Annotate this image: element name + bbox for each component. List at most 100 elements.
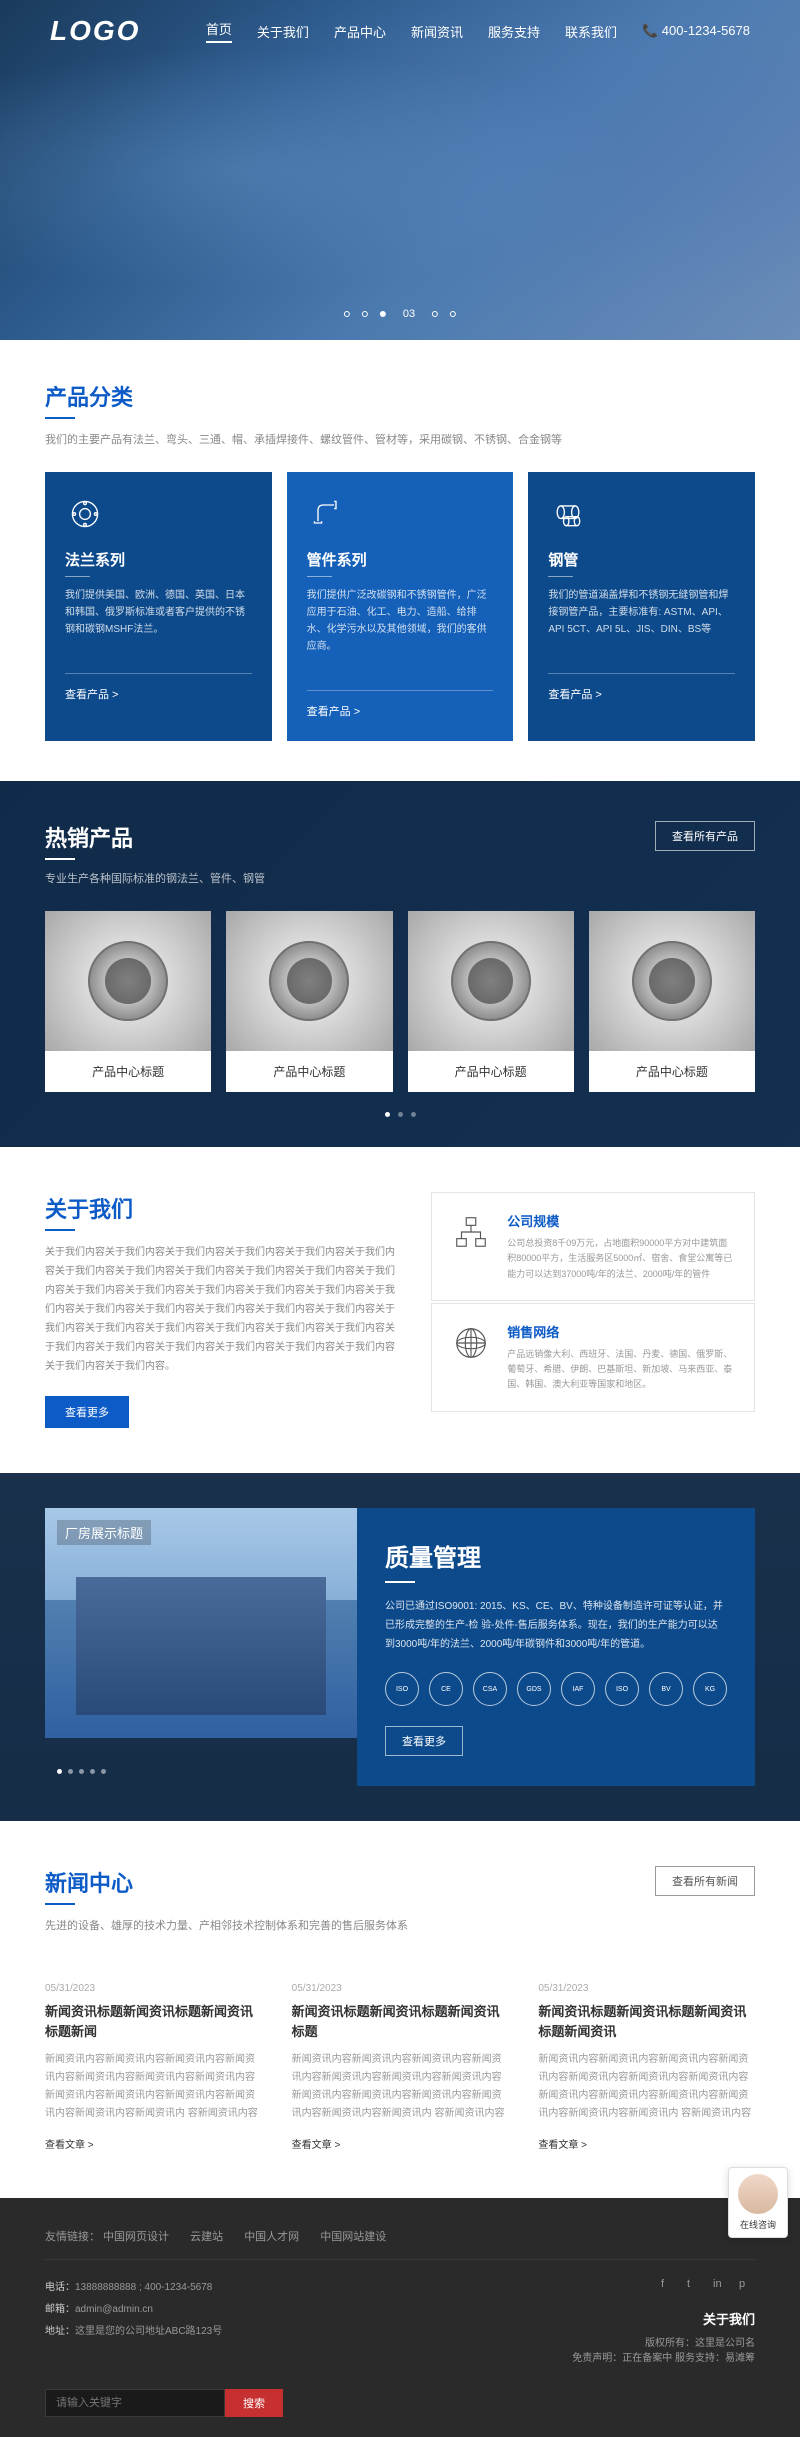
nav-news[interactable]: 新闻资讯: [411, 22, 463, 41]
cat-title: 钢管: [548, 549, 735, 570]
about-section: 关于我们 关于我们内容关于我们内容关于我们内容关于我们内容关于我们内容关于我们内…: [0, 1147, 800, 1473]
product-image: [45, 911, 211, 1051]
chat-avatar-icon: [738, 2174, 778, 2214]
twitter-icon[interactable]: t: [687, 2278, 703, 2294]
friend-link[interactable]: 中国网页设计: [103, 2231, 169, 2243]
pipe-icon: [307, 494, 347, 534]
nav-contact[interactable]: 联系我们: [565, 22, 617, 41]
quality-desc: 公司已通过ISO9001: 2015、KS、CE、BV、特种设备制造许可证等认证…: [385, 1597, 727, 1654]
hero-dot[interactable]: [344, 311, 350, 317]
hero-dot[interactable]: [432, 311, 438, 317]
news-excerpt: 新闻资讯内容新闻资讯内容新闻资讯内容新闻资讯内容新闻资讯内容新闻资讯内容新闻资讯…: [45, 2051, 262, 2123]
footer-social: f t in p: [572, 2278, 755, 2294]
footer-friend-links: 友情链接： 中国网页设计 云建站 中国人才网 中国网站建设: [45, 2228, 755, 2260]
quality-more-button[interactable]: 查看更多: [385, 1726, 463, 1756]
hero-dot[interactable]: [450, 311, 456, 317]
categories-desc: 我们的主要产品有法兰、弯头、三通、帽、承插焊接件、螺纹管件、管材等，采用碳钢、不…: [45, 431, 755, 447]
news-date: 05/31/2023: [45, 1983, 262, 1994]
nav-products[interactable]: 产品中心: [334, 22, 386, 41]
carousel-dot[interactable]: [398, 1112, 403, 1117]
carousel-dot[interactable]: [79, 1769, 84, 1774]
footer-about-title: 关于我们: [572, 2309, 755, 2328]
product-card[interactable]: 产品中心标题: [589, 911, 755, 1092]
globe-icon: [450, 1322, 492, 1364]
feature-title: 公司规模: [507, 1211, 736, 1230]
product-card[interactable]: 产品中心标题: [226, 911, 392, 1092]
product-label: 产品中心标题: [408, 1051, 574, 1092]
about-title: 关于我们: [45, 1192, 401, 1224]
friend-link[interactable]: 云建站: [190, 2231, 223, 2243]
product-label: 产品中心标题: [589, 1051, 755, 1092]
view-all-products-button[interactable]: 查看所有产品: [655, 821, 755, 851]
news-item-title: 新闻资讯标题新闻资讯标题新闻资讯标题新闻资讯: [538, 2002, 755, 2041]
footer-email: admin@admin.cn: [75, 2304, 153, 2315]
cert-badge: GDS: [517, 1672, 551, 1706]
cert-badge: BV: [649, 1672, 683, 1706]
cert-badge: ISO: [385, 1672, 419, 1706]
search-input[interactable]: [45, 2389, 225, 2417]
news-link[interactable]: 查看文章 >: [45, 2140, 94, 2151]
carousel-dot[interactable]: [385, 1112, 390, 1117]
cat-link[interactable]: 查看产品 >: [548, 673, 735, 702]
carousel-dot[interactable]: [90, 1769, 95, 1774]
view-all-news-button[interactable]: 查看所有新闻: [655, 1866, 755, 1896]
footer-tel: 13888888888 ; 400-1234-5678: [75, 2282, 212, 2293]
news-item[interactable]: 05/31/2023 新闻资讯标题新闻资讯标题新闻资讯标题新闻 新闻资讯内容新闻…: [45, 1983, 262, 2153]
categories-title: 产品分类: [45, 380, 755, 412]
cert-badges: ISO CE CSA GDS IAF ISO BV KG: [385, 1672, 727, 1706]
product-image: [226, 911, 392, 1051]
carousel-dot[interactable]: [411, 1112, 416, 1117]
hero-dot[interactable]: [380, 311, 386, 317]
friend-link[interactable]: 中国人才网: [244, 2231, 299, 2243]
footer: 友情链接： 中国网页设计 云建站 中国人才网 中国网站建设 电话：1388888…: [0, 2198, 800, 2437]
hot-products-section: 热销产品 专业生产各种国际标准的钢法兰、管件、钢管 查看所有产品 产品中心标题 …: [0, 781, 800, 1147]
facebook-icon[interactable]: f: [661, 2278, 677, 2294]
about-more-button[interactable]: 查看更多: [45, 1396, 129, 1428]
carousel-dot[interactable]: [68, 1769, 73, 1774]
news-link[interactable]: 查看文章 >: [292, 2140, 341, 2151]
news-item[interactable]: 05/31/2023 新闻资讯标题新闻资讯标题新闻资讯标题 新闻资讯内容新闻资讯…: [292, 1983, 509, 2153]
nav-service[interactable]: 服务支持: [488, 22, 540, 41]
category-card-steel-pipe[interactable]: 钢管 我们的管道涵盖焊和不锈钢无缝钢管和焊接钢管产品，主要标准有: ASTM、A…: [528, 472, 755, 741]
carousel-dot[interactable]: [101, 1769, 106, 1774]
hero-dot[interactable]: [362, 311, 368, 317]
factory-pagination: [57, 1769, 106, 1774]
search-button[interactable]: 搜索: [225, 2389, 283, 2417]
news-excerpt: 新闻资讯内容新闻资讯内容新闻资讯内容新闻资讯内容新闻资讯内容新闻资讯内容新闻资讯…: [292, 2051, 509, 2123]
cat-desc: 我们的管道涵盖焊和不锈钢无缝钢管和焊接钢管产品，主要标准有: ASTM、API、…: [548, 587, 735, 638]
cat-link[interactable]: 查看产品 >: [65, 673, 252, 702]
product-card[interactable]: 产品中心标题: [45, 911, 211, 1092]
cat-desc: 我们提供美国、欧洲、德国、英国、日本和韩国、俄罗斯标准或者客户提供的不锈钢和碳钢…: [65, 587, 252, 638]
nav-about[interactable]: 关于我们: [257, 22, 309, 41]
feature-scale: 公司规模 公司总投资8千09万元，占地面积90000平方对中建筑面积80000平…: [431, 1192, 755, 1301]
footer-about: 关于我们 版权所有：这里是公司名 免责声明：正在备案中 服务支持：易滩筹: [572, 2309, 755, 2364]
cat-title: 管件系列: [307, 549, 494, 570]
pinterest-icon[interactable]: p: [739, 2278, 755, 2294]
quality-title: 质量管理: [385, 1538, 727, 1573]
chat-widget[interactable]: 在线咨询: [728, 2167, 788, 2238]
carousel-dot[interactable]: [57, 1769, 62, 1774]
news-desc: 先进的设备、雄厚的技术力量、产相邻技术控制体系和完善的售后服务体系: [45, 1917, 408, 1933]
category-card-fittings[interactable]: 管件系列 我们提供广泛改碳钢和不锈钢管件，广泛应用于石油、化工、电力、造船、给排…: [287, 472, 514, 741]
hot-pagination: [45, 1112, 755, 1117]
hot-title: 热销产品: [45, 821, 265, 853]
friend-link[interactable]: 中国网站建设: [320, 2231, 386, 2243]
linkedin-icon[interactable]: in: [713, 2278, 729, 2294]
nav-home[interactable]: 首页: [206, 19, 232, 43]
product-label: 产品中心标题: [226, 1051, 392, 1092]
cat-desc: 我们提供广泛改碳钢和不锈钢管件，广泛应用于石油、化工、电力、造船、给排水、化学污…: [307, 587, 494, 655]
cert-badge: CE: [429, 1672, 463, 1706]
hot-products-grid: 产品中心标题 产品中心标题 产品中心标题 产品中心标题: [45, 911, 755, 1092]
news-date: 05/31/2023: [292, 1983, 509, 1994]
category-card-flange[interactable]: 法兰系列 我们提供美国、欧洲、德国、英国、日本和韩国、俄罗斯标准或者客户提供的不…: [45, 472, 272, 741]
cat-link[interactable]: 查看产品 >: [307, 690, 494, 719]
news-title: 新闻中心: [45, 1866, 408, 1898]
factory-carousel: 厂房展示标题: [45, 1508, 357, 1786]
logo[interactable]: LOGO: [50, 15, 140, 47]
hero-counter: 03: [403, 308, 415, 320]
news-item[interactable]: 05/31/2023 新闻资讯标题新闻资讯标题新闻资讯标题新闻资讯 新闻资讯内容…: [538, 1983, 755, 2153]
hot-desc: 专业生产各种国际标准的钢法兰、管件、钢管: [45, 870, 265, 886]
product-card[interactable]: 产品中心标题: [408, 911, 574, 1092]
footer-search: 搜索: [45, 2389, 283, 2417]
news-link[interactable]: 查看文章 >: [538, 2140, 587, 2151]
